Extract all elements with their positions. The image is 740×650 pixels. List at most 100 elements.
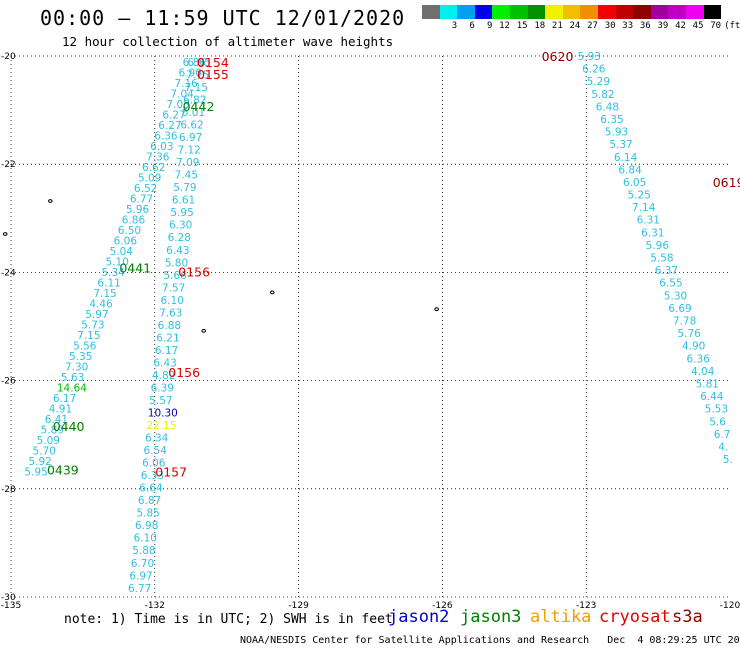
wave-height-value: 5.95 (170, 207, 193, 219)
colorbar-swatch (422, 5, 440, 19)
lon-tick-label: -129 (288, 601, 309, 611)
wave-height-value: 5.09 (37, 435, 60, 447)
lon-tick-label: -123 (576, 601, 596, 611)
wave-height-value: 5.96 (126, 204, 150, 216)
wave-height-value: 6.14 (614, 152, 638, 164)
colorbar-label: 33 (622, 21, 634, 31)
colorbar-swatch (615, 5, 634, 19)
wave-height-value: 5.96 (646, 240, 670, 252)
colorbar-swatch (509, 5, 528, 19)
credit-line: NOAA/NESDIS Center for Satellite Applica… (240, 635, 740, 646)
wave-height-value: 6.43 (166, 245, 189, 257)
lat-tick-label: -24 (1, 268, 16, 278)
wave-height-value: 6.69 (668, 303, 691, 315)
wave-height-value: 6.06 (114, 235, 138, 247)
colorbar-label: 30 (604, 21, 616, 31)
wave-height-value: 4.82 (152, 370, 175, 382)
colorbar-label: 12 (499, 21, 510, 31)
wave-height-value: 6.37 (655, 265, 678, 277)
legend-altika: altika (530, 607, 592, 627)
legend-s3a: s3a (672, 607, 703, 627)
pass-time-label: 0156 (168, 365, 200, 380)
lat-tick-label: -20 (1, 52, 16, 62)
colorbar-swatch (474, 5, 493, 19)
wave-height-value: 6.39 (151, 382, 174, 394)
wave-height-value: 7.36 (146, 151, 170, 163)
wave-height-value: 6.82 (183, 95, 206, 107)
wave-height-value: 7.30 (65, 361, 88, 373)
wave-height-value: 6.77 (128, 583, 151, 595)
colorbar-swatch (668, 5, 686, 19)
wave-height-value: 6.36 (687, 353, 711, 365)
wave-height-value: 6.27 (162, 109, 185, 121)
wave-height-value: 5.79 (173, 182, 196, 194)
wave-height-value: 6.77 (130, 193, 153, 205)
wave-height-value: 5.85 (136, 508, 159, 520)
wave-height-value: 6.62 (180, 120, 203, 132)
wave-height-value: 6.17 (155, 345, 178, 357)
wave-height-value: 4.91 (49, 403, 72, 415)
wave-height-value: 6.10 (161, 295, 184, 307)
wave-height-value: 6.55 (659, 278, 682, 290)
wave-height-value: 4.04 (691, 366, 715, 378)
wave-height-value: 6.36 (154, 130, 178, 142)
wave-height-value: 5.6 (709, 416, 726, 428)
lon-tick-label: -126 (432, 601, 453, 611)
wave-height-value: 5.37 (609, 139, 632, 151)
wave-height-value: 6.21 (156, 332, 179, 344)
wave-height-value: 6.86 (122, 214, 146, 226)
colorbar-label: 9 (486, 21, 493, 31)
wave-height-value: 6.28 (168, 232, 191, 244)
wave-height-value: 6.31 (641, 227, 664, 239)
wave-height-value: 6.41 (45, 414, 68, 426)
wave-height-value: 7.15 (186, 69, 209, 81)
wave-height-value: 5.53 (705, 404, 728, 416)
wave-height-value: 6.31 (637, 215, 660, 227)
colorbar-label: 6 (469, 21, 475, 31)
lat-tick-label: -22 (1, 160, 16, 170)
wave-height-value: 5.88 (132, 545, 155, 557)
wave-height-value: 6.97 (179, 132, 202, 144)
wave-height-value: 5.09 (138, 172, 161, 184)
lat-tick-label: -26 (1, 377, 16, 387)
wave-height-value: 7.15 (93, 288, 116, 300)
pass-time-label: 0439 (47, 462, 79, 477)
wave-height-value: 6.11 (97, 277, 120, 289)
note-text: note: 1) Time is in UTC; 2) SWH is in fe… (64, 612, 393, 627)
wave-height-value: 6.10 (134, 533, 157, 545)
wave-height-value: 5.81 (696, 378, 719, 390)
pass-time-label: 0156 (178, 264, 210, 279)
wave-height-value: 6.54 (144, 445, 168, 457)
colorbar-label: 39 (657, 21, 669, 31)
wave-height-value: 22.15 (146, 420, 176, 432)
wave-height-value: 6.84 (618, 164, 642, 176)
colorbar-swatch (597, 5, 616, 19)
wave-height-value: 5.56 (73, 340, 97, 352)
wave-height-value: 5.57 (149, 395, 172, 407)
island-outline (2, 232, 8, 236)
wave-height-value: 5.93 (605, 127, 628, 139)
island-outline (48, 199, 53, 203)
wave-height-value: 6.35 (600, 114, 623, 126)
colorbar-label: 24 (569, 21, 581, 31)
wave-height-value: 5.95 (24, 466, 47, 478)
wave-height-value: 6.06 (142, 458, 166, 470)
wave-height-value: 5.97 (85, 309, 108, 321)
wave-height-value: 6.85 (187, 57, 210, 69)
wave-height-value: 6.61 (172, 195, 195, 207)
lon-tick-label: -132 (145, 601, 165, 611)
wave-height-value: 7.15 (77, 330, 100, 342)
colorbar-label: 3 (451, 21, 458, 31)
wave-height-value: 4. (718, 441, 728, 453)
colorbar-label: 70 (710, 21, 722, 31)
wave-height-value: 6.97 (129, 570, 152, 582)
wave-height-value: 14.64 (57, 382, 87, 394)
wave-height-value: 5.04 (110, 246, 134, 258)
wave-height-value: 10.30 (148, 408, 178, 420)
wave-height-value: 5.34 (101, 267, 125, 279)
wave-height-value: 5.30 (664, 290, 687, 302)
island-outline (269, 290, 275, 295)
wave-height-value: 6.03 (150, 141, 173, 153)
colorbar-label: 36 (639, 21, 651, 31)
wave-height-value: 6.62 (142, 162, 165, 174)
